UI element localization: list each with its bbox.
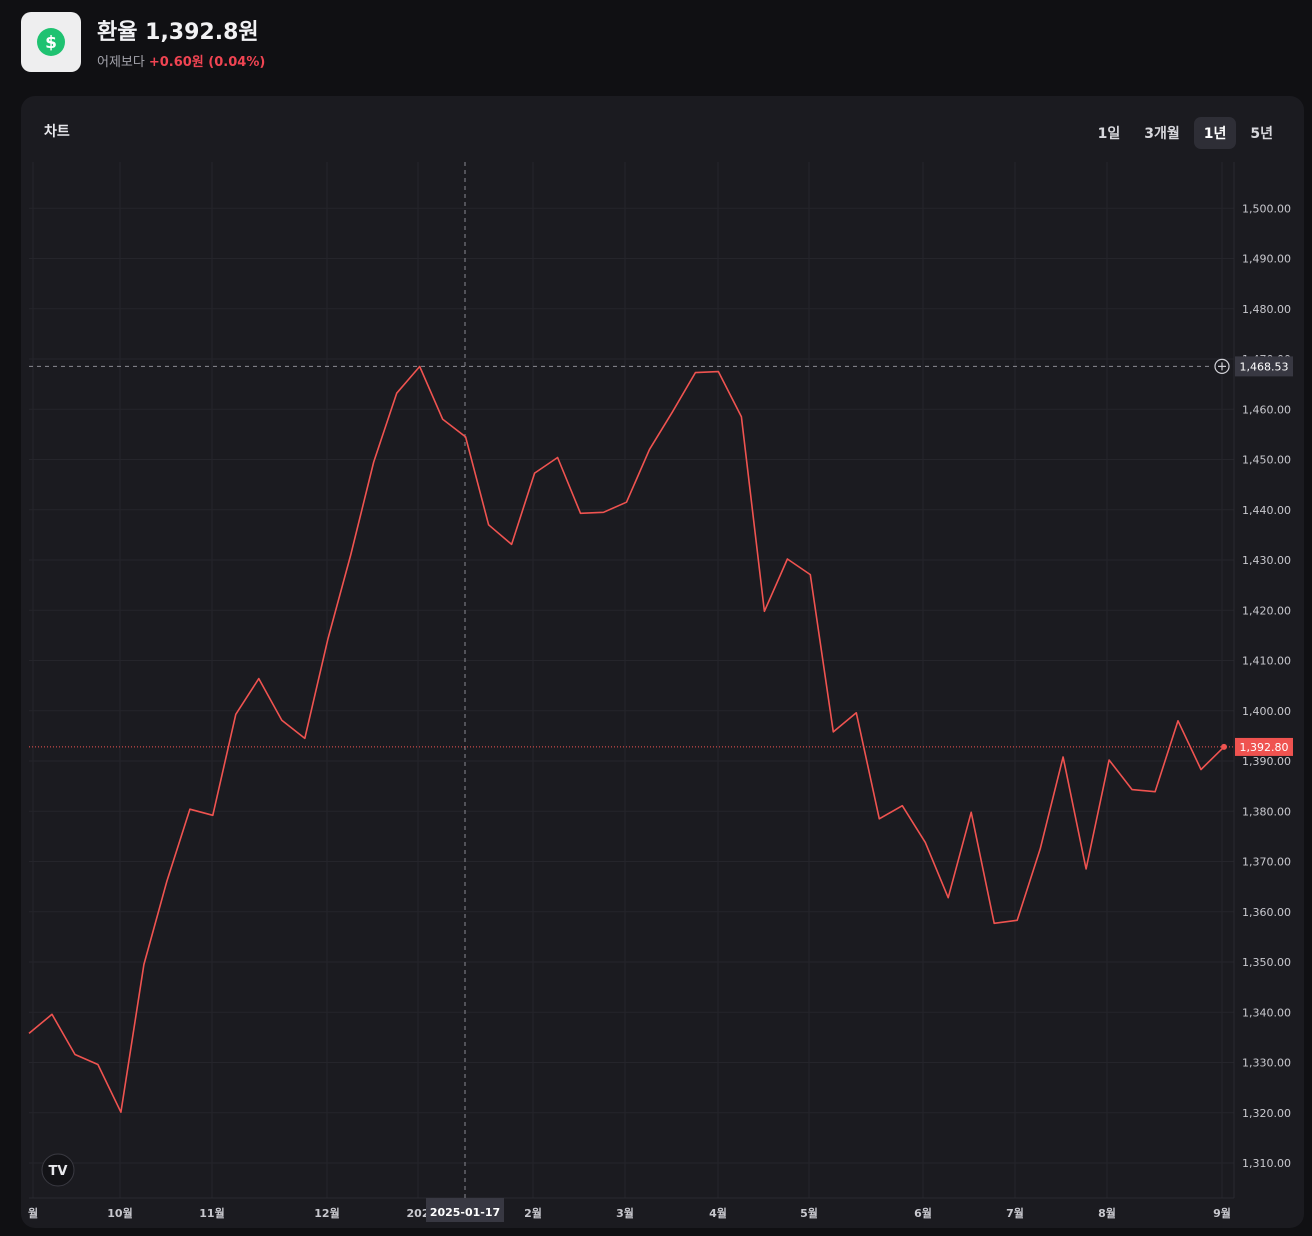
vertical-grid <box>32 162 1223 1198</box>
chart-card-title: 차트 <box>44 124 70 140</box>
last-price-label: 1,392.80 <box>1240 741 1289 754</box>
tab-3m[interactable]: 3개월 <box>1144 126 1180 142</box>
svg-text:TV: TV <box>49 1164 68 1179</box>
time-tick-label: 12월 <box>314 1206 339 1220</box>
plus-circle-icon[interactable] <box>1214 358 1230 374</box>
currency-logo: $ <box>21 12 81 72</box>
tab-5y[interactable]: 5년 <box>1250 126 1273 142</box>
price-tick-label: 1,380.00 <box>1242 805 1291 818</box>
price-tick-label: 1,400.00 <box>1242 705 1291 718</box>
price-series-line <box>28 365 1225 1114</box>
price-chart[interactable]: 1,310.00 1,320.00 1,330.00 1,340.00 1,350.00… <box>21 96 1304 1228</box>
time-tick-label: 2월 <box>524 1206 542 1220</box>
time-tick-label: 10월 <box>107 1206 132 1220</box>
time-axis: 월 10월 11월 12월 202 2월 3월 4월 5월 6월 7월 8월 9월 <box>28 1206 1231 1220</box>
time-tick-label: 11월 <box>199 1206 224 1220</box>
price-tick-label: 1,360.00 <box>1242 906 1291 919</box>
svg-text:$: $ <box>45 33 57 53</box>
crosshair-price-tag: 1,468.53 <box>1214 356 1293 377</box>
time-tick-label: 7월 <box>1006 1206 1024 1220</box>
chart-card: 차트 1일 3개월 1년 5년 1,310.00 1,320.00 1,330.00… <box>21 96 1304 1228</box>
horizontal-grid <box>29 207 1234 1164</box>
crosshair-price-label: 1,468.53 <box>1240 360 1289 373</box>
period-tabs: 1일 3개월 1년 5년 <box>1088 117 1283 149</box>
change-value: +0.60원 (0.04%) <box>148 55 266 70</box>
time-tick-label: 9월 <box>1213 1206 1231 1220</box>
price-axis: 1,310.00 1,320.00 1,330.00 1,340.00 1,350.00… <box>1242 202 1291 1170</box>
change-line: 어제보다 +0.60원 (0.04%) <box>97 51 265 70</box>
tradingview-logo-icon[interactable]: TV <box>41 1153 75 1187</box>
price-tick-label: 1,490.00 <box>1242 253 1291 266</box>
time-tick-label: 8월 <box>1098 1206 1116 1220</box>
page-title: 환율 1,392.8원 <box>97 20 259 45</box>
crosshair-date-tag: 2025-01-17 <box>426 1198 504 1222</box>
price-tick-label: 1,460.00 <box>1242 403 1291 416</box>
last-price-dot <box>1221 743 1227 750</box>
price-tick-label: 1,350.00 <box>1242 956 1291 969</box>
price-tick-label: 1,420.00 <box>1242 604 1291 617</box>
time-tick-label: 4월 <box>709 1206 727 1220</box>
dollar-icon: $ <box>37 28 65 56</box>
price-tick-label: 1,430.00 <box>1242 554 1291 567</box>
crosshair-date-label: 2025-01-17 <box>430 1206 500 1219</box>
price-tick-label: 1,500.00 <box>1242 202 1291 215</box>
price-tick-label: 1,340.00 <box>1242 1006 1291 1019</box>
tab-1y[interactable]: 1년 <box>1193 117 1237 149</box>
price-tick-label: 1,440.00 <box>1242 504 1291 517</box>
time-tick-label: 202 <box>407 1207 430 1220</box>
page-header: $ 환율 1,392.8원 어제보다 +0.60원 (0.04%) <box>21 12 621 72</box>
price-tick-label: 1,480.00 <box>1242 303 1291 316</box>
time-tick-label: 6월 <box>914 1206 932 1220</box>
price-tick-label: 1,310.00 <box>1242 1157 1291 1170</box>
time-tick-label: 월 <box>28 1206 38 1220</box>
tab-1d[interactable]: 1일 <box>1097 126 1121 142</box>
change-prefix: 어제보다 <box>97 55 145 70</box>
last-price-tag: 1,392.80 <box>1235 737 1293 756</box>
price-tick-label: 1,320.00 <box>1242 1107 1291 1120</box>
time-tick-label: 5월 <box>800 1206 818 1220</box>
price-tick-label: 1,330.00 <box>1242 1057 1291 1070</box>
price-tick-label: 1,410.00 <box>1242 655 1291 668</box>
time-tick-label: 3월 <box>616 1206 634 1220</box>
price-tick-label: 1,450.00 <box>1242 454 1291 467</box>
price-tick-label: 1,370.00 <box>1242 856 1291 869</box>
price-tick-label: 1,390.00 <box>1242 755 1291 768</box>
